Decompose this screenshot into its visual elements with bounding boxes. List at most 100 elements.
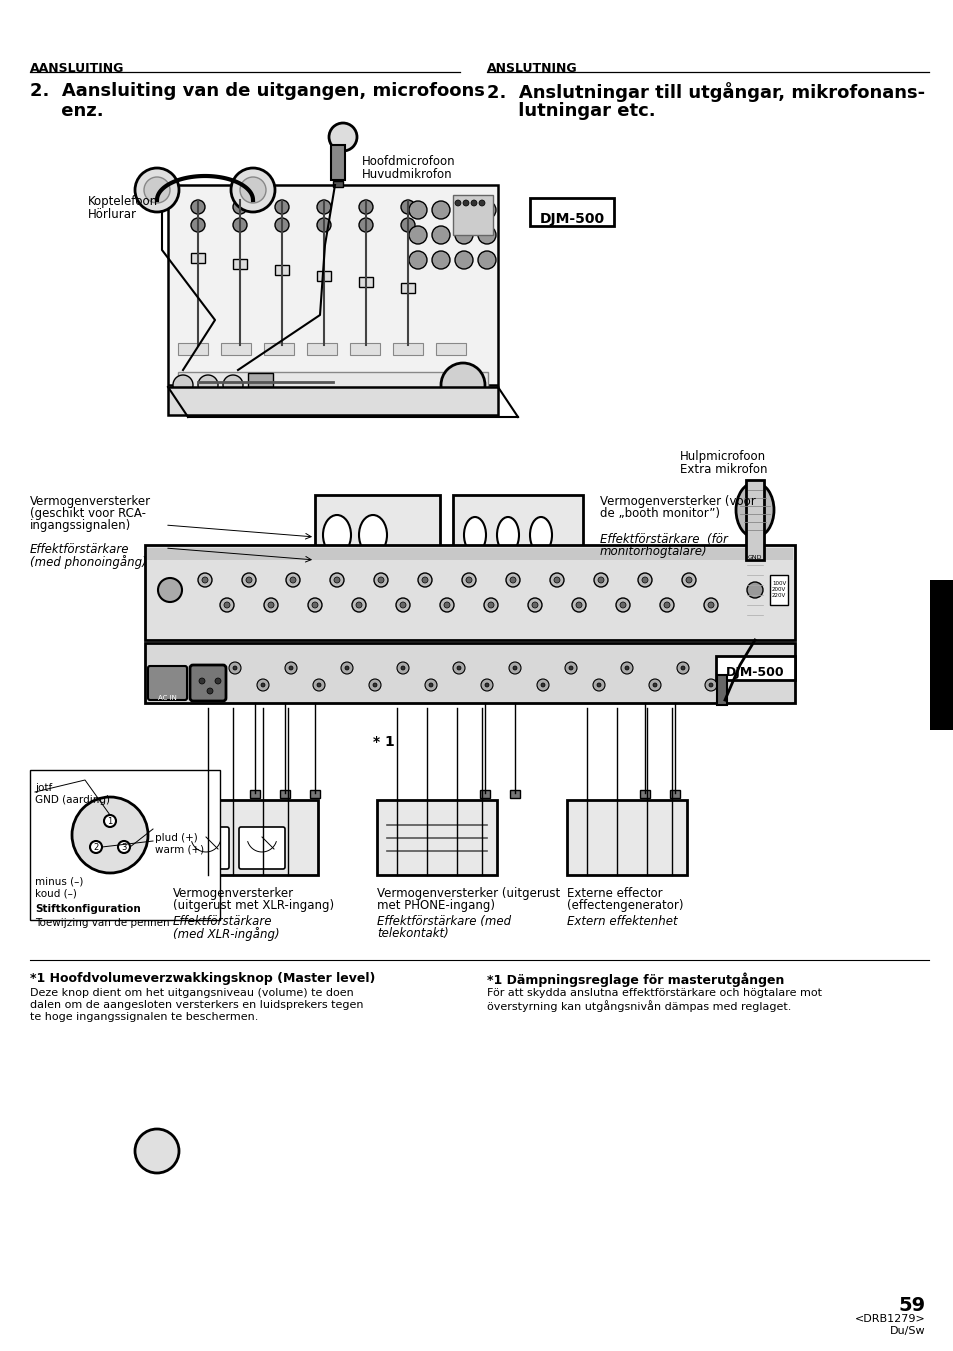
Text: Hoofdmicrofoon: Hoofdmicrofoon <box>361 155 456 168</box>
Circle shape <box>704 680 717 690</box>
Circle shape <box>135 168 179 212</box>
Circle shape <box>409 201 427 219</box>
Text: 59: 59 <box>898 1296 925 1315</box>
Circle shape <box>432 251 450 269</box>
Text: Effektförstärkare (med: Effektförstärkare (med <box>376 915 511 928</box>
Circle shape <box>568 666 573 670</box>
Circle shape <box>707 603 713 608</box>
Circle shape <box>358 218 373 232</box>
Circle shape <box>369 680 380 690</box>
Text: ingangssignalen): ingangssignalen) <box>30 519 132 532</box>
Text: jotf: jotf <box>35 784 52 793</box>
Ellipse shape <box>358 515 387 555</box>
Circle shape <box>274 218 289 232</box>
Circle shape <box>214 678 221 684</box>
Circle shape <box>572 598 585 612</box>
Circle shape <box>513 666 517 670</box>
Text: Effektförstärkare: Effektförstärkare <box>30 543 130 557</box>
Text: 1: 1 <box>108 816 112 825</box>
Circle shape <box>233 200 247 213</box>
Circle shape <box>478 200 484 205</box>
Text: <DRB1279>: <DRB1279> <box>854 1315 925 1324</box>
Circle shape <box>746 582 762 598</box>
Circle shape <box>268 603 274 608</box>
Text: Hörlurar: Hörlurar <box>88 208 137 222</box>
Circle shape <box>471 200 476 205</box>
Bar <box>510 790 519 798</box>
Circle shape <box>340 662 353 674</box>
Ellipse shape <box>497 517 518 553</box>
Circle shape <box>242 573 255 586</box>
Circle shape <box>316 684 320 688</box>
Circle shape <box>399 603 406 608</box>
Circle shape <box>285 662 296 674</box>
Circle shape <box>708 684 712 688</box>
Text: ANSLUTNING: ANSLUTNING <box>486 62 577 76</box>
Circle shape <box>480 680 493 690</box>
Circle shape <box>429 684 433 688</box>
Circle shape <box>484 684 489 688</box>
Circle shape <box>246 577 252 584</box>
Circle shape <box>685 577 691 584</box>
Ellipse shape <box>735 482 773 538</box>
Text: Vermogenversterker (voor: Vermogenversterker (voor <box>599 494 755 508</box>
Text: Vermogenversterker: Vermogenversterker <box>172 888 294 900</box>
Bar <box>178 343 208 355</box>
Text: Huvudmikrofon: Huvudmikrofon <box>361 168 452 181</box>
Circle shape <box>395 598 410 612</box>
Text: DJM-500: DJM-500 <box>725 666 783 680</box>
Bar <box>562 576 573 584</box>
Circle shape <box>439 598 454 612</box>
Circle shape <box>329 123 356 151</box>
Text: *1 Dämpningsreglage för masterutgången: *1 Dämpningsreglage för masterutgången <box>486 971 783 986</box>
Bar <box>168 185 497 385</box>
Bar <box>248 373 273 386</box>
Circle shape <box>223 376 243 394</box>
Bar <box>479 790 490 798</box>
Text: För att skydda anslutna effektförstärkare och högtalare mot: För att skydda anslutna effektförstärkar… <box>486 988 821 998</box>
Bar <box>745 480 763 561</box>
Text: (uitgerust met XLR-ingang): (uitgerust met XLR-ingang) <box>172 898 334 912</box>
Bar <box>453 195 493 235</box>
Circle shape <box>659 598 673 612</box>
Circle shape <box>532 603 537 608</box>
Circle shape <box>316 218 331 232</box>
Text: monitorhögtalare): monitorhögtalare) <box>599 544 707 558</box>
Text: telekontakt): telekontakt) <box>376 927 448 940</box>
Bar <box>316 272 331 281</box>
Text: (effectengenerator): (effectengenerator) <box>566 898 682 912</box>
Bar <box>717 676 726 705</box>
Text: Stiftkonfiguration: Stiftkonfiguration <box>35 904 141 915</box>
Circle shape <box>554 577 559 584</box>
Bar <box>145 544 794 640</box>
Bar <box>400 282 415 293</box>
Ellipse shape <box>463 517 485 553</box>
Circle shape <box>456 666 460 670</box>
Circle shape <box>680 666 684 670</box>
Bar <box>307 343 336 355</box>
Circle shape <box>540 684 544 688</box>
Circle shape <box>641 577 647 584</box>
Text: lutningar etc.: lutningar etc. <box>486 101 655 120</box>
Bar <box>280 790 290 798</box>
Circle shape <box>453 662 464 674</box>
Text: *1 Hoofdvolumeverzwakkingsknop (Master level): *1 Hoofdvolumeverzwakkingsknop (Master l… <box>30 971 375 985</box>
Circle shape <box>118 842 130 852</box>
Ellipse shape <box>530 517 552 553</box>
Circle shape <box>135 1129 179 1173</box>
Bar <box>462 576 473 584</box>
Circle shape <box>483 598 497 612</box>
Circle shape <box>400 218 415 232</box>
Text: 3: 3 <box>121 843 127 851</box>
Circle shape <box>90 842 102 852</box>
Text: GND (aarding): GND (aarding) <box>35 794 110 805</box>
Circle shape <box>312 603 317 608</box>
Circle shape <box>576 603 581 608</box>
Circle shape <box>202 577 208 584</box>
Circle shape <box>286 573 299 586</box>
Text: 2: 2 <box>93 843 98 851</box>
Bar <box>639 790 649 798</box>
Text: (geschikt voor RCA-: (geschikt voor RCA- <box>30 507 146 520</box>
Circle shape <box>374 573 388 586</box>
Text: dalen om de aangesloten versterkers en luidsprekers tegen: dalen om de aangesloten versterkers en l… <box>30 1000 363 1011</box>
